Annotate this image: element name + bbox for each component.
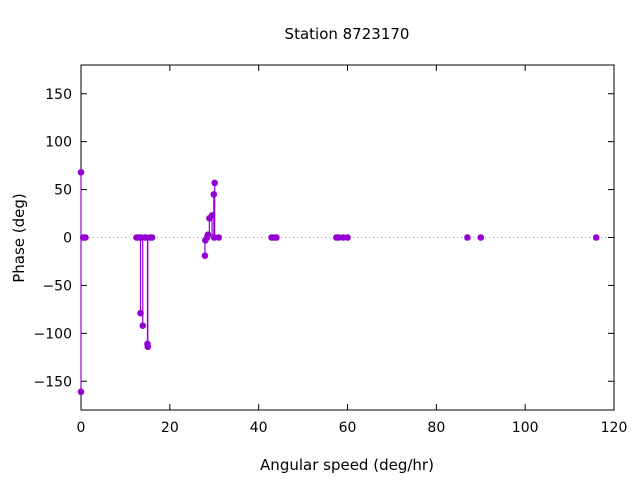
y-tick-label: −50 xyxy=(42,278,72,294)
data-point xyxy=(204,231,212,238)
x-tick-label: 80 xyxy=(427,420,445,436)
data-point xyxy=(211,179,218,187)
data-point xyxy=(77,388,85,396)
y-tick-label: 100 xyxy=(45,135,72,151)
y-axis-label: Phase (deg) xyxy=(10,193,28,283)
data-point xyxy=(201,252,209,260)
data-point xyxy=(464,234,471,241)
data-point xyxy=(144,343,152,351)
x-tick-label: 60 xyxy=(339,420,357,436)
y-tick-label: 150 xyxy=(45,87,72,103)
x-axis-label: Angular speed (deg/hr) xyxy=(260,456,434,474)
data-point xyxy=(139,322,147,329)
data-point xyxy=(215,234,222,241)
data-point xyxy=(210,191,218,198)
data-point xyxy=(82,234,89,241)
data-point xyxy=(148,234,156,241)
data-point xyxy=(273,234,280,241)
data-point xyxy=(344,234,351,241)
y-tick-label: 0 xyxy=(63,231,72,247)
y-tick-label: 50 xyxy=(54,183,72,199)
y-tick-label: −100 xyxy=(34,326,72,342)
data-point xyxy=(208,212,216,219)
x-tick-label: 20 xyxy=(161,420,179,436)
y-tick-label: −150 xyxy=(34,374,72,390)
x-tick-label: 40 xyxy=(250,420,268,436)
x-tick-label: 100 xyxy=(512,420,539,436)
chart-title: Station 8723170 xyxy=(285,25,410,43)
x-tick-label: 0 xyxy=(77,420,86,436)
data-point xyxy=(477,234,485,241)
data-point xyxy=(77,169,85,176)
data-point xyxy=(592,234,600,241)
x-tick-label: 120 xyxy=(601,420,628,436)
data-point xyxy=(137,309,144,317)
